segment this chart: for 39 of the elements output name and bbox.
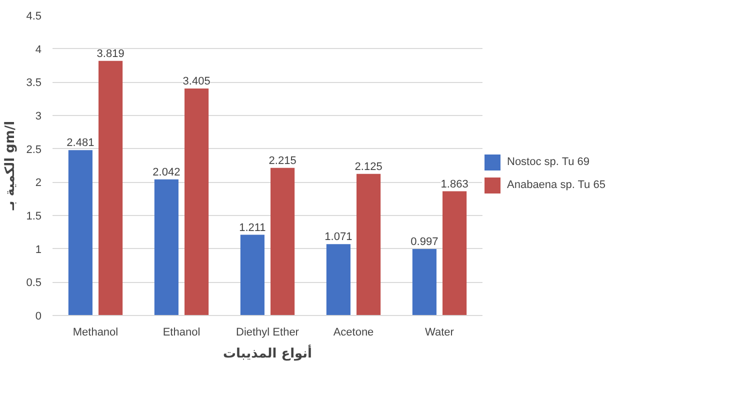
data-label: 2.481 [66,137,94,150]
bar [154,179,178,316]
bar [240,234,264,316]
legend-label: Nostoc sp. Tu 69 [507,156,590,168]
data-label: 2.125 [354,160,382,173]
y-tick-label: 4.5 [26,10,42,22]
y-tick-label: 3.5 [26,77,42,90]
legend-label: Anabaena sp. Tu 65 [507,179,606,191]
data-label: 0.997 [410,236,438,248]
data-label: 1.071 [324,231,352,244]
y-axis-title: الكمية بـ gm/l [3,120,18,212]
y-tick-label: 0 [35,310,42,322]
bar [326,244,350,316]
data-label: 3.819 [96,48,124,60]
bar [68,150,92,316]
bar [184,88,209,316]
x-tick-label: Diethyl Ether [236,326,300,338]
y-tick-label: 1.5 [26,210,42,222]
x-tick-label: Water [425,326,454,338]
data-label: 1.211 [239,222,266,234]
data-label: 2.215 [268,154,296,167]
x-tick-label: Ethanol [162,326,200,338]
bar [442,191,467,316]
x-tick-label: Methanol [72,326,118,338]
y-tick-label: 4 [35,44,42,56]
x-axis-title: أنواع المذيبات [222,344,312,362]
y-tick-label: 3 [35,110,42,122]
bar [270,168,295,316]
y-tick-label: 2 [35,177,42,190]
y-tick-label: 2.5 [26,144,42,156]
data-label: 1.863 [440,178,468,190]
bar [98,60,123,316]
x-tick-label: Acetone [333,326,374,338]
y-tick-label: 0.5 [26,277,42,290]
data-label: 2.042 [152,166,180,178]
y-tick-label: 1 [35,244,42,256]
data-label: 3.405 [182,76,210,88]
bar [412,249,436,316]
bar [356,174,381,316]
